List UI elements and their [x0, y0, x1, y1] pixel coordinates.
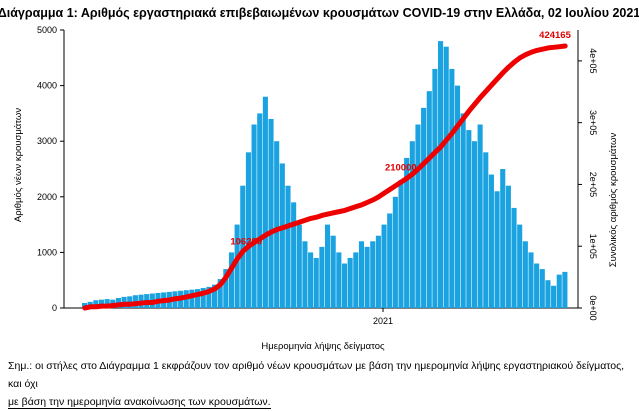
bar: [551, 285, 557, 308]
bar: [364, 246, 370, 308]
bar: [211, 284, 218, 308]
point-labels: 106200 210000 424165: [230, 30, 571, 247]
y-right-tick-label: 2e+05: [588, 172, 598, 197]
bar: [426, 91, 432, 308]
bar: [291, 202, 297, 308]
bar: [539, 269, 545, 308]
bar: [257, 113, 263, 309]
y-right-tick-label: 3e+05: [588, 110, 598, 135]
y-axis-label: Αριθμός νέων κρουσμάτων: [13, 108, 24, 222]
bar: [330, 235, 336, 308]
bar: [466, 130, 472, 308]
bar: [285, 185, 291, 308]
bar: [443, 46, 449, 309]
bar: [375, 235, 381, 308]
bar: [353, 252, 359, 308]
bar: [534, 263, 540, 308]
bar: [488, 174, 494, 308]
bar: [336, 252, 342, 308]
bar: [200, 287, 206, 308]
y-tick-label: 0: [52, 303, 57, 313]
x-axis-label: Ημερομηνία λήψης δείγματος: [261, 341, 385, 352]
bar: [449, 68, 455, 308]
bar: [240, 185, 246, 308]
y-right-tick-label: 0e+00: [588, 295, 598, 320]
y-tick-label: 3000: [37, 136, 57, 146]
bar: [234, 224, 240, 308]
bar: [189, 289, 195, 308]
cumulative-line: [82, 43, 568, 311]
bar: [381, 224, 387, 308]
bar: [483, 152, 489, 308]
bar: [528, 252, 534, 308]
bar: [545, 280, 551, 308]
bar: [268, 118, 274, 309]
bar: [217, 279, 223, 308]
bar: [308, 252, 314, 308]
chart-axes: 0 1000 2000 3000 4000 5000 0e+00 1e+05 2e+05 3e+0…: [37, 25, 598, 326]
bar: [415, 124, 421, 309]
bar: [206, 286, 212, 308]
point-label: 106200: [230, 236, 262, 247]
bar: [477, 124, 483, 309]
bar: [454, 85, 461, 308]
bar: [522, 241, 528, 308]
bar: [195, 289, 201, 308]
bar: [279, 163, 285, 308]
bar: [104, 299, 110, 308]
bar: [302, 241, 308, 308]
chart-title: Διάγραμμα 1: Αριθμός εργαστηριακά επιβεβ…: [0, 6, 639, 20]
bar: [341, 263, 348, 308]
y-tick-label: 1000: [37, 247, 57, 257]
bar: [562, 271, 568, 308]
bar: [409, 141, 415, 308]
bar: [494, 191, 500, 308]
bar: [93, 300, 99, 308]
bar: [398, 180, 404, 308]
bar: [223, 269, 229, 308]
point-label: 424165: [539, 30, 571, 41]
bar: [505, 185, 511, 308]
bar: [245, 152, 251, 308]
bar: [313, 257, 319, 308]
bar: [500, 169, 506, 308]
y-axis-right-label: Συνολικός αριθμός κρουσμάτων: [608, 133, 619, 268]
bar: [517, 224, 523, 308]
bar: [471, 141, 478, 308]
bar: [460, 113, 466, 309]
bar: [370, 241, 376, 308]
bar: [358, 241, 364, 308]
bar: [392, 196, 398, 308]
y-tick-label: 2000: [37, 192, 57, 202]
y-tick-label: 4000: [37, 81, 57, 91]
bar: [347, 257, 353, 308]
footnote-line-1: Σημ.: οι στήλες στο Διάγραμμα 1 εκφράζου…: [8, 360, 625, 390]
bar: [556, 274, 562, 308]
bar: [319, 246, 325, 308]
bar: [274, 141, 280, 308]
point-label: 210000: [385, 162, 417, 173]
bar: [325, 224, 331, 308]
cumulative-line-series: [82, 43, 568, 311]
bar: [404, 157, 410, 308]
bar: [387, 213, 393, 308]
bar: [296, 224, 302, 308]
x-tick-label: 2021: [373, 316, 393, 326]
bar: [438, 41, 444, 309]
bar: [432, 68, 438, 308]
y-right-tick-label: 1e+05: [588, 234, 598, 259]
y-tick-label: 5000: [37, 25, 57, 35]
bar: [228, 252, 235, 308]
bar: [82, 303, 88, 308]
bar: [421, 107, 427, 308]
bar: [262, 96, 268, 308]
bar: [511, 207, 517, 308]
bar: [251, 124, 257, 309]
y-right-tick-label: 4e+05: [588, 48, 598, 73]
